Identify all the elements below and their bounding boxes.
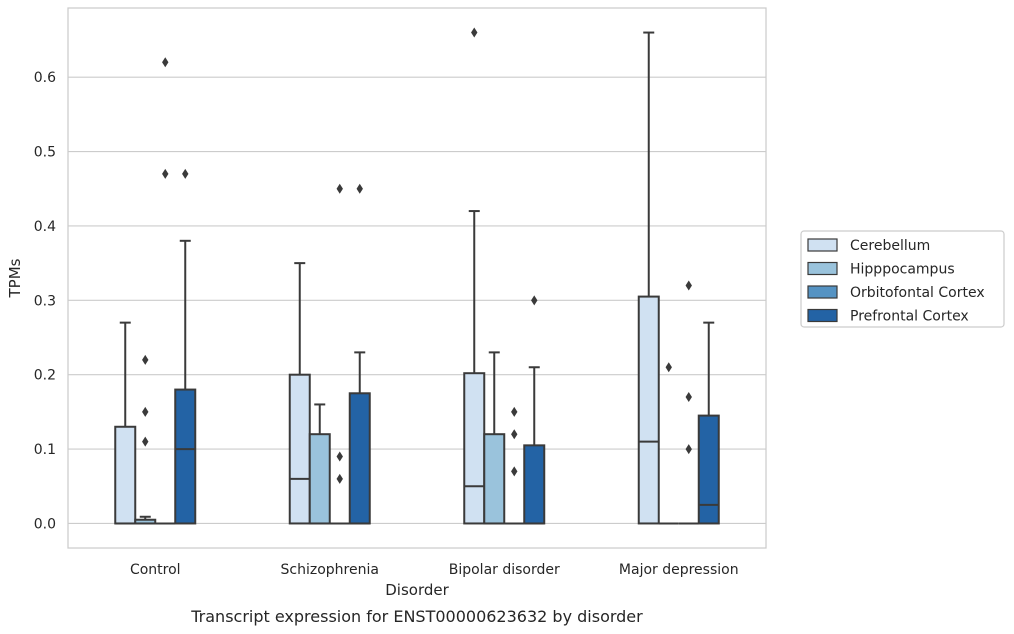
x-tick-label: Control <box>130 562 181 578</box>
box-prefrontal-cortex <box>523 295 546 525</box>
plot-frame <box>67 7 767 549</box>
x-tick-label: Bipolar disorder <box>449 562 560 578</box>
box-iqr <box>483 433 506 525</box>
legend-swatch <box>807 238 838 252</box>
y-tick-label: 0.5 <box>34 145 56 161</box>
outlier-point <box>685 392 692 403</box>
box-iqr <box>308 433 331 525</box>
outlier-point <box>142 436 149 447</box>
y-tick-label: 0.4 <box>34 219 56 235</box>
box-orbitofontal-cortex <box>329 183 350 525</box>
chart-caption: Transcript expression for ENST0000062363… <box>190 607 643 626</box>
box-hipppocampus <box>308 403 331 525</box>
box-iqr <box>697 414 720 525</box>
legend-label: Orbitofontal Cortex <box>850 285 985 301</box>
box-orbitofontal-cortex <box>155 57 176 525</box>
outlier-point <box>336 183 343 194</box>
y-tick-label: 0.6 <box>34 70 56 86</box>
legend-swatch <box>807 308 838 323</box>
x-axis-ticks: Control Schizophrenia Bipolar disorder Majo… <box>130 562 739 578</box>
outlier-point <box>162 57 169 68</box>
legend-label: Cerebellum <box>850 238 930 254</box>
outlier-point <box>685 444 692 455</box>
box-prefrontal-cortex <box>348 183 371 525</box>
outlier-point <box>511 429 518 440</box>
box-prefrontal-cortex <box>697 321 720 525</box>
y-tick-label: 0.1 <box>34 442 56 458</box>
x-tick-label: Major depression <box>619 562 739 578</box>
outlier-point <box>531 295 538 306</box>
y-axis-title: TPMs <box>6 258 24 298</box>
outlier-point <box>142 354 149 365</box>
outlier-point <box>511 406 518 417</box>
outlier-point <box>336 473 343 484</box>
box-cerebellum <box>637 31 660 525</box>
box-iqr <box>637 295 660 525</box>
box-iqr <box>463 372 486 525</box>
box-hipppocampus <box>658 362 679 525</box>
box-iqr <box>174 388 197 525</box>
y-tick-label: 0.3 <box>34 293 56 309</box>
box-prefrontal-cortex <box>174 168 197 525</box>
outlier-point <box>356 183 363 194</box>
box-iqr <box>348 392 371 525</box>
y-tick-label: 0.2 <box>34 368 56 384</box>
box-hipppocampus <box>134 354 157 525</box>
outlier-point <box>182 168 189 179</box>
box-iqr <box>288 373 311 525</box>
legend-swatch <box>807 285 838 299</box>
outlier-point <box>336 451 343 462</box>
legend-label: Hipppocampus <box>850 262 955 278</box>
legend-label: Prefrontal Cortex <box>850 309 969 325</box>
outlier-point <box>665 362 672 373</box>
box-cerebellum <box>114 321 137 525</box>
outlier-point <box>142 406 149 417</box>
x-tick-label: Schizophrenia <box>281 562 379 578</box>
boxes-layer <box>114 27 720 525</box>
y-axis-ticks: 0.0 0.1 0.2 0.3 0.4 0.5 0.6 <box>34 70 56 532</box>
legend: Cerebellum Hipppocampus Orbitofontal Corte… <box>800 230 1005 328</box>
box-hipppocampus <box>483 351 506 525</box>
outlier-point <box>511 466 518 477</box>
box-orbitofontal-cortex <box>504 406 525 525</box>
box-iqr <box>114 425 137 525</box>
outlier-point <box>162 168 169 179</box>
box-iqr <box>523 444 546 525</box>
box-orbitofontal-cortex <box>678 280 699 525</box>
outlier-point <box>685 280 692 291</box>
outlier-point <box>471 27 478 38</box>
legend-frame <box>800 230 1005 328</box>
legend-swatch <box>807 261 838 276</box>
y-tick-label: 0.0 <box>34 516 56 532</box>
x-axis-title: Disorder <box>385 581 449 599</box>
